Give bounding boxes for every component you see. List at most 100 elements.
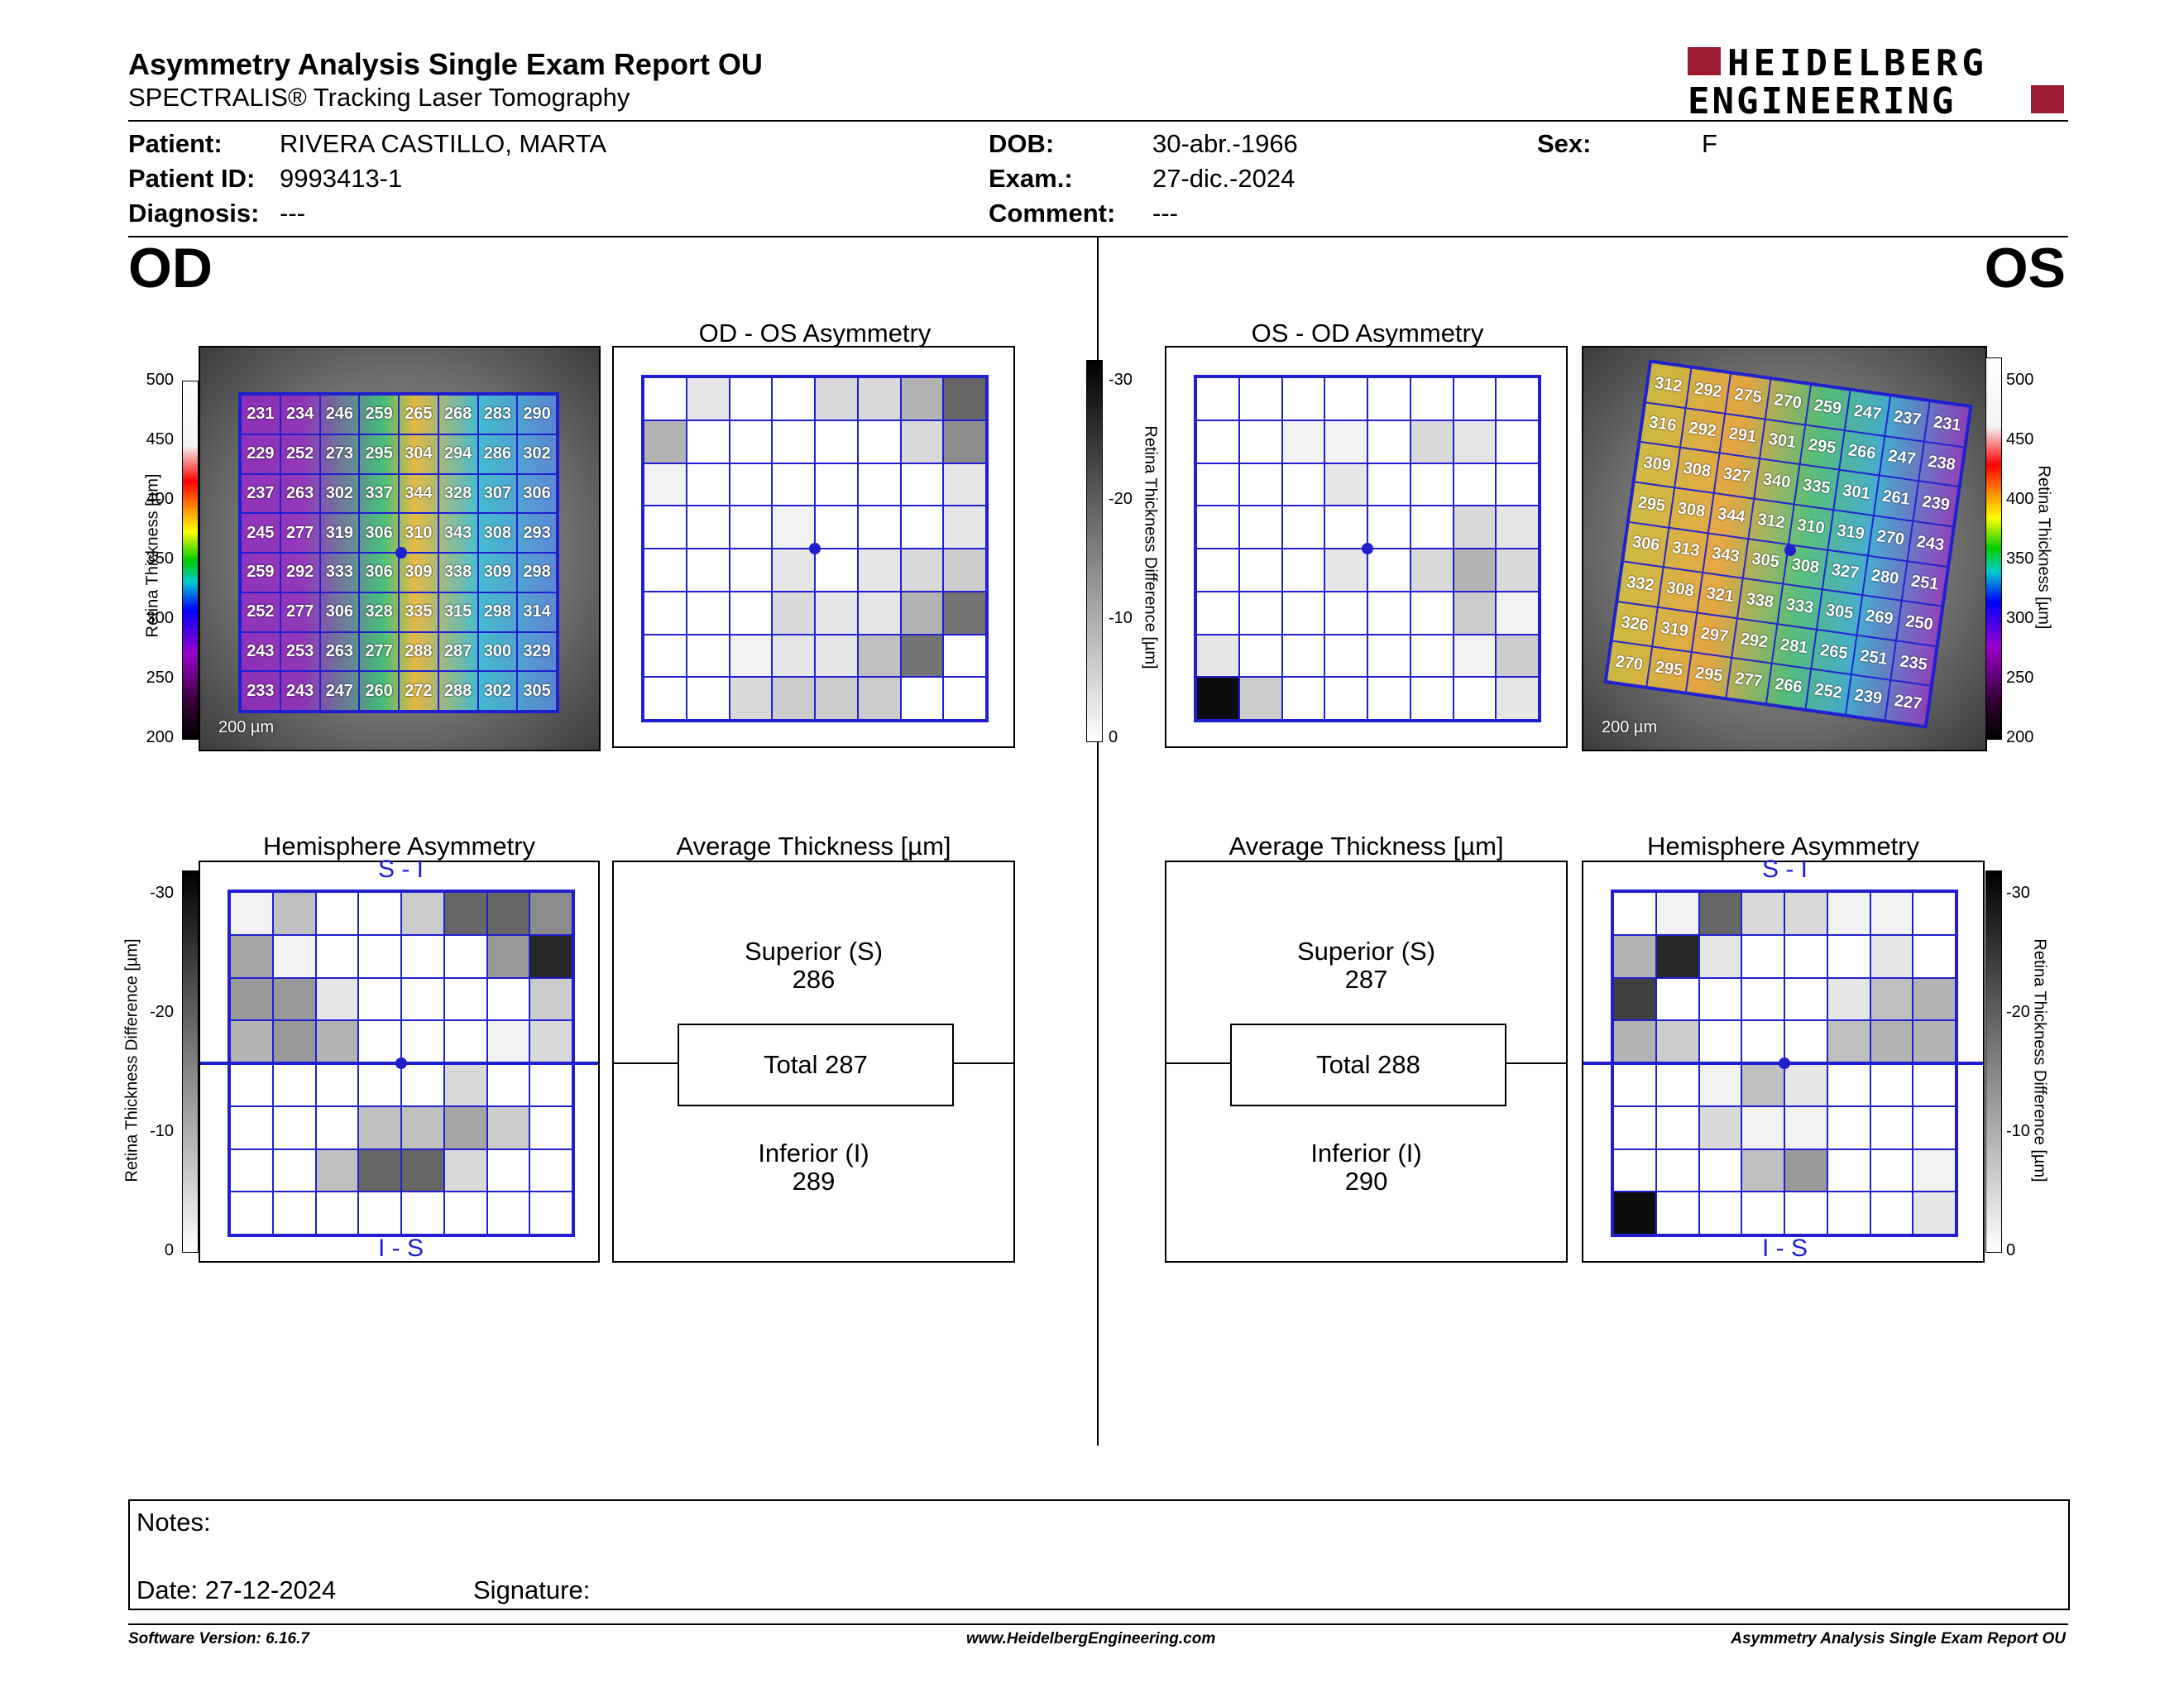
os-thickness-cell: 327: [1822, 549, 1868, 596]
footer-divider: [128, 1623, 2068, 1625]
od-hemi-cell: [315, 977, 359, 1021]
os-asym-cell: [1410, 634, 1454, 678]
od-asym-cell: [729, 677, 773, 720]
od-thickness-cell: 328: [438, 473, 478, 514]
os-thickness-cell: 292: [1731, 618, 1777, 664]
os-hemi-cell: [1870, 1105, 1913, 1149]
od-asym-cell: [644, 677, 687, 720]
od-thickness-cell: 308: [477, 513, 518, 553]
os-average-panel: Superior (S) 287 Total 288 Inferior (I) …: [1165, 861, 1568, 1263]
diff-tick: -10: [150, 1122, 174, 1140]
os-asym-cell: [1496, 377, 1539, 420]
diff-tick: -20: [150, 1003, 174, 1021]
od-asym-cell: [729, 463, 773, 506]
os-hemi-cell: [1698, 1063, 1742, 1106]
os-asym-center-marker: [1362, 543, 1373, 554]
os-hemi-cell: [1655, 1149, 1699, 1192]
os-asym-cell: [1496, 634, 1539, 678]
os-thickness-cell: 343: [1703, 532, 1749, 578]
os-asym-cell: [1496, 549, 1539, 592]
od-asym-cell: [772, 634, 815, 678]
os-hemi-cell: [1913, 1020, 1956, 1063]
od-thickness-cell: 231: [241, 395, 280, 434]
os-hemi-cell: [1613, 977, 1656, 1021]
od-hemi-cell: [230, 977, 273, 1021]
os-hemi-cell: [1613, 1105, 1656, 1149]
od-asym-cell: [900, 634, 944, 678]
od-hemi-cell: [443, 892, 487, 935]
os-total-box: Total 288: [1230, 1024, 1506, 1106]
od-thickness-cell: 306: [359, 553, 399, 592]
os-thickness-cell: 332: [1617, 561, 1664, 607]
od-thickness-cell: 288: [399, 631, 438, 672]
os-thickness-colorbar: [1985, 357, 2002, 740]
os-asym-cell: [1324, 634, 1367, 678]
os-asym-cell: [1453, 506, 1497, 549]
os-hemi-cell: [1784, 977, 1827, 1021]
od-asym-title: OD - OS Asymmetry: [698, 319, 932, 348]
os-thickness-cell: 344: [1708, 492, 1755, 539]
od-hemi-cell: [272, 892, 316, 935]
diff-tick: -10: [2006, 1122, 2030, 1140]
os-asym-cell: [1453, 634, 1497, 678]
os-hemisphere-panel: S - I I - S: [1582, 856, 1985, 1263]
od-thickness-cell: 286: [477, 434, 518, 474]
os-hemi-cell: [1827, 1192, 1870, 1235]
os-hemi-cell: [1741, 1020, 1784, 1063]
od-asym-cell: [644, 463, 687, 506]
os-hemi-cell: [1698, 1149, 1742, 1192]
diff-tick: -30: [2006, 884, 2030, 902]
os-hemi-cell: [1784, 1020, 1827, 1063]
os-thickness-cell: 247: [1879, 435, 1925, 482]
od-asym-cell: [644, 591, 687, 635]
thickness-tick: 500: [2006, 371, 2034, 389]
od-thickness-cell: 259: [241, 553, 280, 592]
os-asym-cell: [1496, 463, 1539, 506]
os-asym-cell: [1196, 420, 1239, 463]
os-asymmetry-grid: [1194, 375, 1541, 722]
od-fundus-image: 231 234 246 259 265 268 283 290 229 252 273 295 304 2…: [199, 346, 601, 751]
od-asym-cell: [815, 506, 858, 549]
os-hemi-cell: [1698, 1105, 1742, 1149]
od-thickness-cell: 306: [359, 513, 399, 553]
os-thickness-cell: 269: [1856, 595, 1903, 641]
od-hemi-cell: [315, 1192, 359, 1235]
os-asym-cell: [1281, 549, 1325, 592]
od-hemi-cell: [230, 892, 273, 935]
os-hemi-cell: [1870, 1063, 1913, 1106]
os-thickness-cell: 251: [1902, 560, 1948, 607]
logo-text-bottom: ENGINEERING: [1688, 80, 1956, 122]
diff-tick: -30: [150, 884, 174, 902]
os-asym-cell: [1281, 377, 1325, 420]
os-thickness-cell: 266: [1765, 663, 1812, 709]
os-asym-cell: [1324, 506, 1367, 549]
od-thickness-cell: 319: [319, 513, 360, 553]
od-thickness-cell: 343: [438, 513, 478, 553]
od-total-box: Total 287: [678, 1024, 954, 1106]
od-thickness-cell: 292: [280, 553, 320, 592]
os-asym-cell: [1238, 591, 1282, 635]
os-thickness-cell: 292: [1685, 367, 1731, 414]
od-hemi-cell: [272, 934, 316, 978]
od-hemi-cell: [486, 1020, 530, 1063]
os-thickness-cell: 297: [1691, 612, 1737, 659]
od-hemi-cell: [486, 1105, 530, 1149]
od-hemi-cell: [401, 1020, 444, 1063]
od-thickness-cell: 234: [280, 395, 320, 434]
os-asym-cell: [1281, 463, 1325, 506]
os-hemi-cell: [1870, 934, 1913, 978]
diagnosis-label: Diagnosis:: [128, 199, 260, 228]
od-hemi-center-marker: [395, 1057, 407, 1069]
od-thickness-cell: 337: [359, 473, 399, 514]
od-hemi-cell: [486, 1192, 530, 1235]
od-thickness-cell: 247: [319, 671, 360, 711]
os-asym-cell: [1281, 420, 1325, 463]
notes-box[interactable]: Notes: Date: 27-12-2024 Signature:: [128, 1499, 2070, 1610]
thickness-tick: 350: [146, 549, 174, 568]
od-asym-cell: [815, 677, 858, 720]
od-asym-cell: [686, 549, 730, 592]
website-link[interactable]: www.HeidelbergEngineering.com: [966, 1630, 1216, 1647]
os-asym-cell: [1410, 677, 1454, 720]
od-hemi-cell: [272, 1105, 316, 1149]
od-asym-cell: [857, 677, 901, 720]
